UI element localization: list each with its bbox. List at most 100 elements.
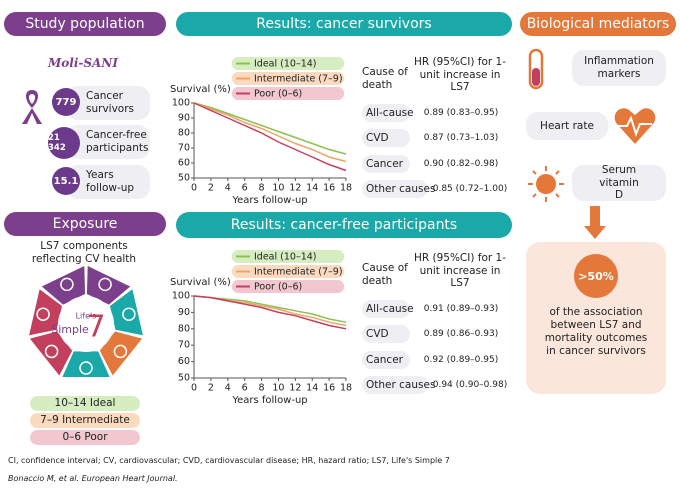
legend-label: Poor (0–6) <box>254 282 302 293</box>
table-header: Cause of death HR (95%CI) for 1-unit incr… <box>362 56 512 100</box>
mediator: Serum vitamin D <box>572 164 666 201</box>
hr-cell: 0.94 (0.90–0.98) <box>432 380 508 391</box>
wheel-segment <box>110 289 143 336</box>
table-row: All-cause 0.91 (0.89–0.93) <box>362 296 512 322</box>
hr-cell: 0.91 (0.89–0.93) <box>423 303 499 314</box>
sun-icon <box>528 166 564 202</box>
legend-label: Intermediate (7–9) <box>254 267 343 278</box>
wheel-segment <box>29 289 63 336</box>
x-tick-label: 10 <box>272 383 284 394</box>
table-row: Cancer 0.90 (0.82–0.98) <box>362 151 512 177</box>
pulse <box>618 115 652 137</box>
series-line <box>193 102 347 172</box>
hr-cell: 0.92 (0.89–0.95) <box>423 354 499 365</box>
x-tick-label: 16 <box>323 383 335 394</box>
table-row: CVD 0.87 (0.73–1.03) <box>362 126 512 152</box>
x-tick-label: 14 <box>306 383 318 394</box>
section-title: Biological mediators <box>520 12 676 36</box>
legend-label: Intermediate (7–9) <box>254 74 343 85</box>
tube-fill <box>532 68 540 86</box>
x-tick-label: 4 <box>225 183 231 194</box>
x-tick-label: 2 <box>208 383 214 394</box>
y-tick-label: 60 <box>178 158 190 169</box>
cause-cell: Cancer <box>362 350 410 369</box>
cause-cell: CVD <box>362 325 410 344</box>
stat-label: Years follow-up <box>66 165 150 199</box>
y-tick-label: 60 <box>178 356 190 367</box>
hr-cell: 0.85 (0.72–1.00) <box>432 184 508 195</box>
x-tick-label: 18 <box>340 383 352 394</box>
stat-value: 779 <box>52 88 80 116</box>
results-title: Results: cancer-free participants <box>176 212 512 238</box>
y-tick-label: 50 <box>178 173 190 184</box>
y-tick-label: 70 <box>178 143 190 154</box>
y-axis-label: Survival (%) <box>170 277 231 288</box>
y-tick-label: 90 <box>178 307 190 318</box>
x-tick-label: 4 <box>225 383 231 394</box>
wheel-center: Simple <box>51 323 89 336</box>
x-tick-label: 10 <box>272 183 284 194</box>
wheel-center: 7 <box>86 310 105 345</box>
wheel-icon <box>79 361 93 375</box>
series-line <box>193 295 347 330</box>
legend-poor: 0–6 Poor <box>30 430 140 445</box>
x-tick-label: 12 <box>289 383 301 394</box>
heart-icon <box>614 108 656 144</box>
table-row: Other causes 0.85 (0.72–1.00) <box>362 177 512 203</box>
wheel-center-bg <box>58 296 114 352</box>
rays <box>528 166 564 202</box>
x-tick-label: 8 <box>259 383 265 394</box>
series-line <box>193 102 347 155</box>
exposure-subtitle: LS7 components reflecting CV health <box>31 240 137 266</box>
y-axis-label: Survival (%) <box>170 84 231 95</box>
hr-cell: 0.90 (0.82–0.98) <box>423 158 499 169</box>
tube-icon <box>528 48 544 90</box>
wheel-icon <box>122 307 136 321</box>
x-tick-label: 6 <box>242 183 248 194</box>
x-tick-label: 0 <box>191 183 197 194</box>
x-tick-label: 2 <box>208 183 214 194</box>
y-tick-label: 70 <box>178 340 190 351</box>
table-row: CVD 0.89 (0.86–0.93) <box>362 322 512 348</box>
arrow-shape <box>584 206 606 239</box>
wheel-icon <box>98 277 112 292</box>
tube <box>528 48 544 90</box>
hr-cell: 0.89 (0.86–0.93) <box>423 329 499 340</box>
hr-table: Cause of death HR (95%CI) for 1-unit incr… <box>362 56 512 202</box>
x-tick-label: 16 <box>323 183 335 194</box>
header-cell: Cause of death <box>362 66 408 91</box>
legend-label: Poor (0–6) <box>254 89 302 100</box>
wheel-icon <box>36 307 50 321</box>
x-tick-label: 18 <box>340 183 352 194</box>
x-tick-label: 8 <box>259 183 265 194</box>
stat-label: Cancer survivors <box>66 86 150 120</box>
wheel-segment <box>29 331 73 376</box>
ls7-wheel: Life's Simple 7 <box>29 266 143 377</box>
wheel-center: Life's <box>76 312 97 321</box>
y-tick-label: 50 <box>178 373 190 384</box>
x-tick-label: 6 <box>242 383 248 394</box>
heart <box>614 108 656 144</box>
table-header: Cause of death HR (95%CI) for 1-unit incr… <box>362 252 512 296</box>
stat-value: 15.1 <box>52 167 80 195</box>
legend-intermediate: 7–9 Intermediate <box>30 413 140 428</box>
wheel-segment <box>62 351 110 377</box>
section-title: Exposure <box>4 212 166 236</box>
citation: Bonaccio M, et al. European Heart Journa… <box>8 474 178 483</box>
legend-box <box>232 265 344 278</box>
x-tick-label: 0 <box>191 383 197 394</box>
hr-cell: 0.89 (0.83–0.95) <box>423 107 499 118</box>
survival-chart: Ideal (10–14) Intermediate (7–9) Poor (0–6… <box>170 250 352 406</box>
series-line <box>193 295 347 323</box>
stat-value: 21 342 <box>48 127 80 159</box>
header-cell: HR (95%CI) for 1-unit increase in LS7 <box>413 252 507 290</box>
cause-cell: All-cause <box>362 299 414 318</box>
header-cell: HR (95%CI) for 1-unit increase in LS7 <box>413 56 507 94</box>
x-tick-label: 14 <box>306 183 318 194</box>
legend-label: Ideal (10–14) <box>254 59 317 70</box>
ribbon-icon <box>22 90 42 124</box>
cause-cell: All-cause <box>362 103 414 122</box>
legend-box <box>232 87 344 100</box>
cause-cell: Other causes <box>362 180 435 199</box>
cause-cell: Cancer <box>362 154 410 173</box>
